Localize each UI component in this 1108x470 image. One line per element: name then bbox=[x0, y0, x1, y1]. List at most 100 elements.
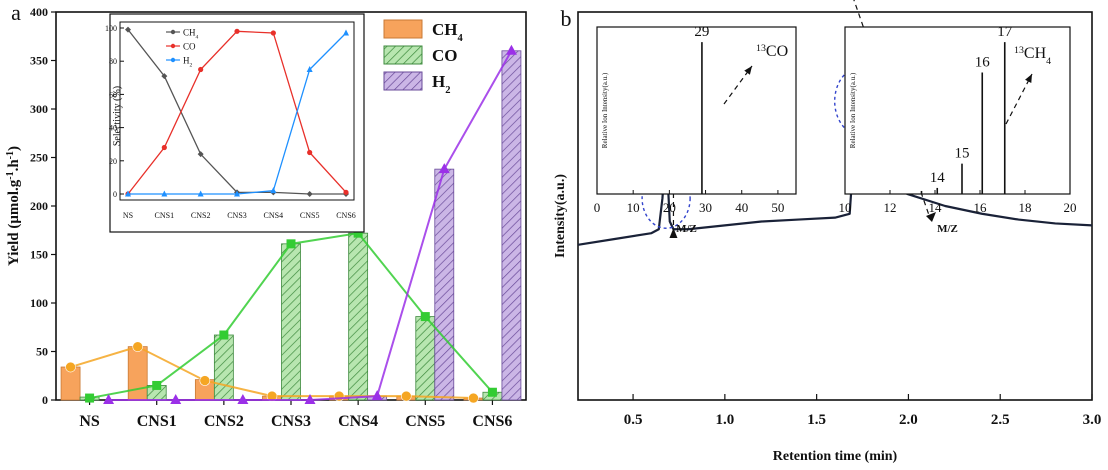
ms-x-tick-label: 10 bbox=[839, 200, 852, 215]
legend-label-h2-sub: 2 bbox=[445, 85, 450, 96]
marker-co bbox=[420, 312, 430, 322]
inset-marker-h2 bbox=[197, 190, 204, 197]
legend-label-ch4: CH4 bbox=[432, 20, 464, 44]
marker-ch4 bbox=[266, 390, 278, 402]
bar-h2 bbox=[501, 50, 522, 401]
legend-label-co: CO bbox=[432, 46, 458, 65]
x-tick-label-b: 1.0 bbox=[715, 412, 734, 428]
ms-peak-label: 16 bbox=[975, 55, 991, 71]
inset-x-tick-label: CNS1 bbox=[155, 211, 175, 220]
inset-marker-h2 bbox=[343, 29, 349, 36]
inset-marker-co bbox=[270, 30, 276, 36]
inset-marker-co bbox=[343, 189, 349, 195]
inset-marker-h2 bbox=[306, 66, 313, 72]
ms-peak-label: 15 bbox=[955, 146, 970, 162]
y-axis-label-part: Yield (μmol.g bbox=[6, 179, 22, 266]
marker-ch4 bbox=[333, 390, 345, 402]
inset-x-tick-label: CNS5 bbox=[300, 211, 320, 220]
inset-y-tick-label: 80 bbox=[109, 57, 117, 66]
y-tick-label: 400 bbox=[30, 5, 48, 19]
marker-ch4 bbox=[65, 361, 76, 373]
marker-h2 bbox=[170, 394, 182, 404]
ms-y-axis-label: Relative Ion Intensity(a.u.) bbox=[849, 72, 857, 148]
inset-marker-h2 bbox=[234, 190, 240, 197]
panel-a-inset-chart: 0 20 40 60 80 100 NS CNS1 CNS2 CNS3 CNS4 CNS5 CNS6 Se… bbox=[105, 13, 365, 233]
ms-x-tick-label: 30 bbox=[699, 200, 712, 215]
ms-frame bbox=[844, 26, 1071, 195]
panel-label-a: a bbox=[11, 0, 21, 25]
legend-label-co-main: CO bbox=[432, 46, 458, 65]
inset-marker-ch4 bbox=[161, 73, 168, 80]
marker-co bbox=[152, 380, 162, 390]
inset-x-tick-label: CNS3 bbox=[227, 211, 247, 220]
ms-x-tick-label: 50 bbox=[771, 200, 784, 215]
x-tick-label: CNS1 bbox=[137, 413, 177, 430]
x-tick-label-b: 2.0 bbox=[899, 412, 918, 428]
y-axis-label-part: .h bbox=[6, 159, 22, 172]
inset-y-tick-label: 100 bbox=[105, 24, 117, 33]
inset-legend-label-h2-main: H bbox=[183, 56, 190, 66]
marker-co bbox=[353, 228, 363, 238]
panel-b-inset-ch4-chart: 10 12 14 16 18 20 M/Z Relative Ion Intensity(a.… bbox=[839, 24, 1077, 235]
arrow-ch4-head bbox=[926, 212, 936, 222]
ms-x-tick-label: 20 bbox=[663, 200, 676, 215]
bar-co bbox=[213, 334, 234, 401]
inset-y-tick-label: 20 bbox=[109, 157, 117, 166]
inset-frame bbox=[109, 13, 365, 233]
ms-x-axis-label: M/Z bbox=[676, 223, 697, 235]
ms-peak-label: 14 bbox=[930, 170, 946, 186]
inset-x-tick-label: NS bbox=[123, 211, 133, 220]
inset-y-tick-label: 60 bbox=[109, 90, 117, 99]
y-tick-label: 100 bbox=[30, 296, 48, 310]
y-tick-label: 200 bbox=[30, 199, 48, 213]
ms-species-label-sub: 4 bbox=[1046, 56, 1051, 67]
y-tick-label: 250 bbox=[30, 151, 48, 165]
x-tick-label-b: 0.5 bbox=[624, 412, 643, 428]
legend-label-h2-main: H bbox=[432, 72, 445, 91]
y-axis-label-part: -1 bbox=[5, 171, 16, 179]
marker-h2 bbox=[505, 44, 517, 55]
inset-legend-marker-ch4 bbox=[170, 29, 176, 35]
marker-co bbox=[286, 239, 296, 249]
ms-frame bbox=[596, 26, 797, 195]
arrow-co-head bbox=[669, 228, 678, 238]
marker-h2 bbox=[103, 394, 115, 404]
x-tick-label: CNS2 bbox=[204, 413, 244, 430]
marker-h2 bbox=[371, 390, 383, 401]
legend-swatch-ch4 bbox=[383, 19, 423, 39]
y-tick-label: 50 bbox=[36, 345, 48, 359]
inset-y-axis-label: Selectivity (%) bbox=[112, 86, 123, 146]
ms-x-tick-label: 10 bbox=[627, 200, 640, 215]
x-tick-label: CNS6 bbox=[472, 413, 512, 430]
marker-co bbox=[85, 393, 95, 403]
ms-species-label: 13CO bbox=[756, 43, 788, 61]
inset-marker-co bbox=[161, 144, 167, 151]
legend-label-h2: H2 bbox=[432, 72, 451, 96]
x-tick-label: CNS4 bbox=[338, 413, 378, 430]
x-tick-label: NS bbox=[79, 413, 100, 430]
inset-x-tick-label: CNS4 bbox=[264, 211, 284, 220]
ms-x-axis-label: M/Z bbox=[937, 223, 958, 235]
ms-y-axis-label: Relative Ion Intensity(a.u.) bbox=[601, 72, 609, 148]
y-axis-label-part: ) bbox=[6, 146, 22, 151]
legend-label-ch4-main: CH bbox=[432, 20, 458, 39]
marker-h2 bbox=[237, 394, 249, 404]
inset-legend-label-ch4-sub: 4 bbox=[196, 35, 199, 41]
legend-swatch-h2 bbox=[383, 71, 423, 91]
ms-species-label-main: CO bbox=[766, 43, 788, 60]
ms-species-label-main: CH bbox=[1024, 45, 1047, 62]
inset-legend-label-co: CO bbox=[183, 42, 196, 52]
bar-ch4 bbox=[127, 346, 148, 401]
marker-ch4 bbox=[132, 341, 144, 352]
marker-ch4 bbox=[468, 392, 479, 404]
inset-marker-co bbox=[234, 28, 240, 34]
legend-label-ch4-sub: 4 bbox=[458, 33, 464, 44]
inset-legend-label-co-main: CO bbox=[183, 42, 196, 52]
ms-species-label-sup: 13 bbox=[756, 43, 766, 54]
y-tick-label: 150 bbox=[30, 248, 48, 262]
panel-b-inset-co-chart: 0 10 20 30 40 50 M/Z Relative Ion Intensity(a.u… bbox=[594, 24, 797, 235]
y-axis-label-part: -1 bbox=[5, 151, 16, 159]
inset-marker-h2 bbox=[270, 187, 277, 194]
x-tick-label-b: 3.0 bbox=[1083, 412, 1102, 428]
